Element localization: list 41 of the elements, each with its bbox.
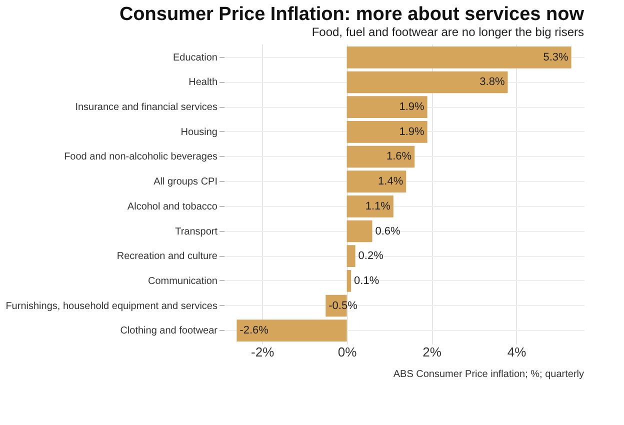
data-label: 1.4% <box>378 176 404 188</box>
y-tick-label: Clothing and footwear <box>120 326 218 337</box>
bar <box>346 270 352 292</box>
x-tick-label: -2% <box>251 344 275 360</box>
y-tick-label: Housing <box>180 126 218 138</box>
y-tick-label: Transport <box>175 226 218 238</box>
bar <box>346 71 508 94</box>
data-label: 3.8% <box>480 76 505 88</box>
x-tick-label: 0% <box>338 344 358 360</box>
bar <box>346 220 372 242</box>
y-tick-label: Health <box>188 77 218 88</box>
data-label: 0.6% <box>375 225 401 238</box>
text: ABS Consumer Price inflation; %; quarterly <box>393 369 584 380</box>
y-tick-label: Insurance and financial services <box>75 102 218 114</box>
bar <box>346 195 394 218</box>
y-tick-label: Recreation and culture <box>116 251 218 262</box>
y-tick-label: Education <box>173 52 218 64</box>
bar <box>346 96 428 118</box>
data-label: 1.1% <box>365 200 391 212</box>
y-tick-label: Food and non-alcoholic beverages <box>64 152 218 163</box>
data-label: 0.2% <box>358 250 384 262</box>
bar <box>346 245 356 268</box>
y-tick-label: Communication <box>148 276 218 287</box>
y-tick-label: All groups CPI <box>154 176 218 188</box>
bar <box>346 46 572 68</box>
bar <box>346 120 428 143</box>
bar <box>346 146 415 168</box>
y-tick-label: Furnishings, household equipment and services <box>6 300 218 312</box>
x-tick-label: 4% <box>507 344 527 360</box>
y-tick-label: Alcohol and tobacco <box>127 201 218 212</box>
data-label: 1.9% <box>399 126 425 138</box>
bar <box>346 170 406 193</box>
data-label: 0.1% <box>354 274 380 287</box>
data-label: 1.6% <box>386 150 412 163</box>
data-label: 1.9% <box>399 101 425 114</box>
data-label: 5.3% <box>543 51 569 64</box>
bar <box>236 320 347 342</box>
chart-title: Consumer Price Inflation: more about services now <box>119 4 584 25</box>
x-tick-label: 2% <box>422 344 442 360</box>
chart-subtitle: Food, fuel and footwear are no longer the big risers <box>312 25 584 39</box>
data-label: -2.6% <box>240 324 269 337</box>
